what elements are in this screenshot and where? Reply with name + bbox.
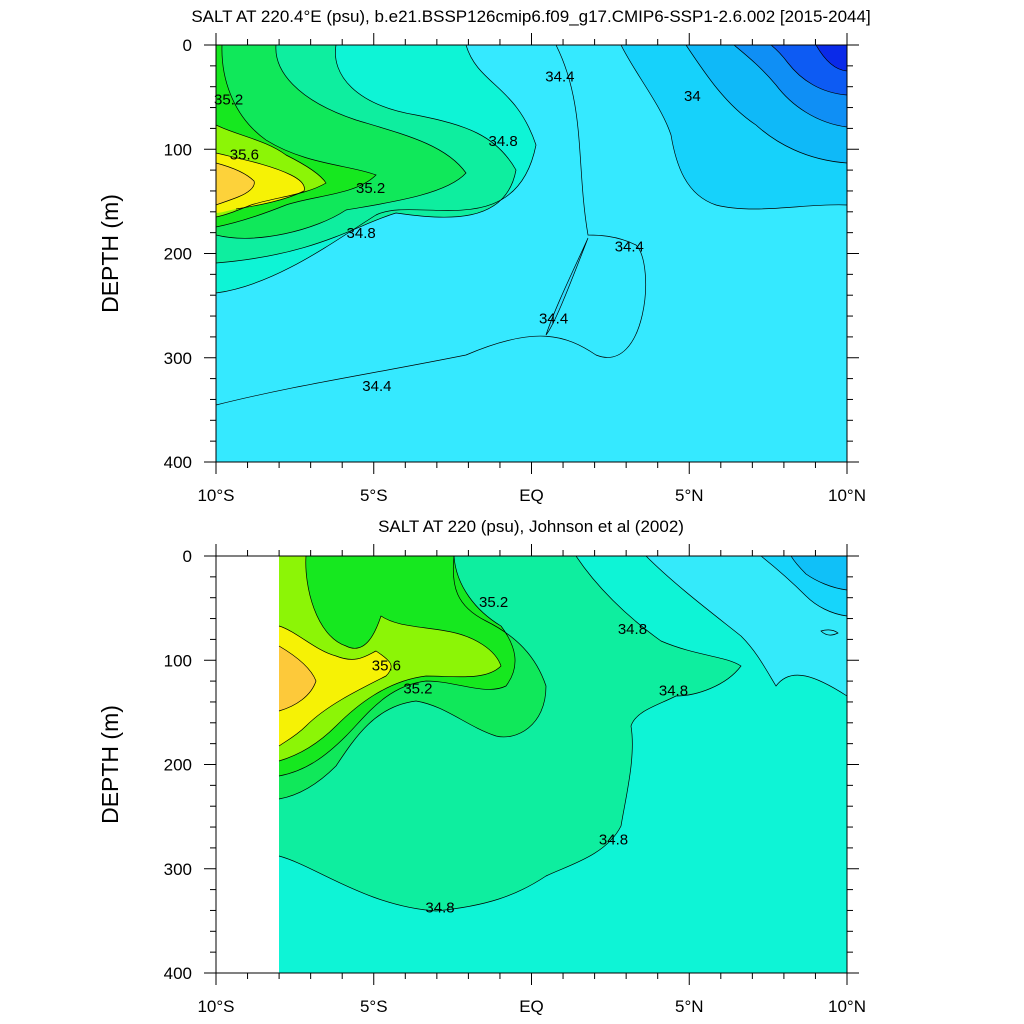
bottom-y-tick-label: 200 [164,756,192,775]
bottom-panel-title: SALT AT 220 (psu), Johnson et al (2002) [378,517,684,536]
bottom-x-tick-label: EQ [519,997,544,1016]
top-contour-line [685,45,847,164]
top-contour-label: 34.4 [615,238,644,255]
bottom-contour-line [278,556,547,800]
top-x-tick-label: 10°S [197,486,234,505]
top-panel: SALT AT 220.4°E (psu), b.e21.BSSP126cmip… [191,7,871,463]
bottom-contour-line [645,556,847,697]
top-contour-line [216,152,305,210]
top-contour-line [216,45,377,228]
bottom-y-axis-label: DEPTH (m) [97,705,123,824]
bottom-fill-35-8 [279,646,316,711]
bottom-y-tick-label: 100 [164,651,192,670]
bottom-y-tick-label: 300 [164,860,192,879]
top-fill-35-8 [216,163,255,205]
top-contour-lines [216,45,847,406]
axes-layer: DEPTH (m) 0 100 200 300 400 10°S 5°S EQ 5°N 10°N 35… [97,33,866,1016]
bottom-contour-line [278,556,742,912]
top-y-tick-label: 100 [164,140,192,159]
top-contour-line [733,45,847,128]
bottom-fill-35-6 [279,626,392,746]
top-x-tick-label: EQ [519,486,544,505]
top-fill-35-6 [216,153,305,213]
top-panel-title: SALT AT 220.4°E (psu), b.e21.BSSP126cmip… [191,7,870,26]
top-contour-label: 34.4 [362,378,391,395]
top-fill-34-2-pocket [546,238,588,335]
top-contour-line [216,162,255,206]
top-contour-line [216,45,646,406]
top-fill-33-4 [816,45,847,71]
bottom-x-tick-label: 10°N [828,997,866,1016]
top-contour-label: 34 [684,88,701,105]
top-contour-line [216,124,327,218]
top-contour-label: 35.6 [230,147,259,164]
top-contour-line [770,45,847,96]
bottom-contour-label: 35.2 [403,681,432,698]
bottom-fill-34-4 [646,556,847,696]
top-contour-line [216,45,517,264]
top-contour-label: 35.2 [214,91,243,108]
bottom-contour-line [820,629,839,636]
top-contour-line [216,45,537,294]
bottom-contour-label: 34.8 [659,683,688,700]
top-x-tick-label: 10°N [828,486,866,505]
top-y-tick-label: 400 [164,453,192,472]
top-contour-label: 34.8 [347,225,376,242]
top-y-tick-label: 200 [164,245,192,264]
bottom-fill-34-0 [791,556,847,590]
bottom-x-tick-label: 5°S [360,997,388,1016]
top-x-tick-label: 5°S [360,486,388,505]
bottom-x-tick-label: 5°N [675,997,704,1016]
bottom-y-tick-label: 0 [183,547,192,566]
bottom-y-tick-label: 400 [164,964,192,983]
top-y-tick-label: 0 [183,36,192,55]
top-contour-line [620,45,847,210]
bottom-contour-label: 34.8 [425,899,454,916]
bottom-contour-lines [278,556,847,912]
bottom-panel: SALT AT 220 (psu), Johnson et al (2002) [215,517,848,974]
bottom-contour-field [278,556,847,973]
bottom-contour-line [278,625,392,747]
top-contour-line [545,237,589,336]
top-contour-label: 34.4 [545,68,574,85]
bottom-x-tick-label: 10°S [197,997,234,1016]
bottom-contour-label: 34.8 [599,832,628,849]
top-y-tick-label: 300 [164,349,192,368]
top-contour-label: 34.4 [539,310,568,327]
top-contour-label: 35.2 [356,180,385,197]
bottom-contour-line [760,556,847,617]
bottom-contour-label: 34.8 [618,621,647,638]
top-contour-line [216,45,467,239]
bottom-contour-line [278,556,502,762]
bottom-contour-line [278,556,516,777]
bottom-contour-line [790,556,847,591]
top-contour-label: 34.8 [489,133,518,150]
bottom-contour-label: 35.6 [372,658,401,675]
top-contour-line [815,45,847,72]
bottom-contour-label: 35.2 [479,594,508,611]
bottom-contour-line [278,645,317,712]
top-y-axis-label: DEPTH (m) [97,194,123,313]
top-x-tick-label: 5°N [675,486,704,505]
top-contour-field [216,45,847,462]
bottom-fill-35-4 [279,556,501,761]
